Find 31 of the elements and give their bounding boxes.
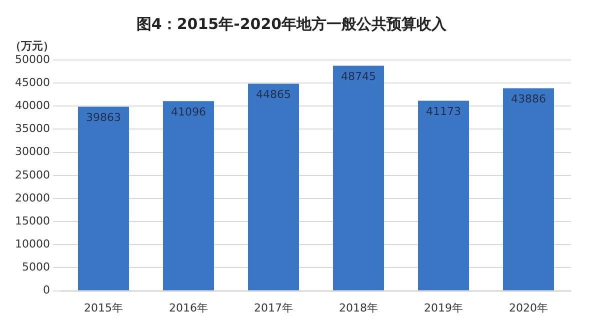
y-tick-label: 35000: [14, 122, 50, 136]
data-label: 44865: [256, 88, 291, 102]
x-tick-label: 2017年: [254, 301, 293, 314]
x-tick-label: 2016年: [168, 301, 208, 314]
bar: [78, 106, 129, 290]
x-tick-label: 2020年: [509, 301, 548, 314]
bar: [418, 100, 469, 290]
x-tick-label: 2018年: [338, 301, 378, 314]
y-tick-label: 10000: [14, 238, 50, 250]
x-tick-label: 2019年: [424, 301, 463, 314]
y-tick-label: 40000: [14, 99, 50, 112]
bar: [503, 88, 554, 290]
bar: [248, 84, 299, 290]
data-label: 39863: [86, 111, 121, 124]
bar: [332, 66, 384, 290]
data-label: 43886: [511, 92, 546, 106]
y-tick-label: 50000: [14, 52, 50, 66]
y-tick-label: 20000: [14, 191, 50, 204]
y-axis-title: （万元）: [10, 39, 54, 52]
data-label: 41096: [170, 105, 206, 118]
data-label: 48745: [340, 70, 376, 84]
y-tick-label: 15000: [14, 214, 50, 228]
y-tick-label: 25000: [14, 168, 50, 182]
y-tick-label: 30000: [14, 145, 50, 158]
y-tick-label: 45000: [14, 76, 50, 89]
bar: [162, 101, 214, 290]
data-label: 41173: [426, 105, 461, 118]
y-tick-label: 0: [42, 284, 50, 297]
y-tick-label: 5000: [22, 260, 50, 274]
x-tick-label: 2015年: [84, 301, 123, 314]
chart-title: 图4：2015年-2020年地方一般公共预算收入: [136, 14, 448, 33]
